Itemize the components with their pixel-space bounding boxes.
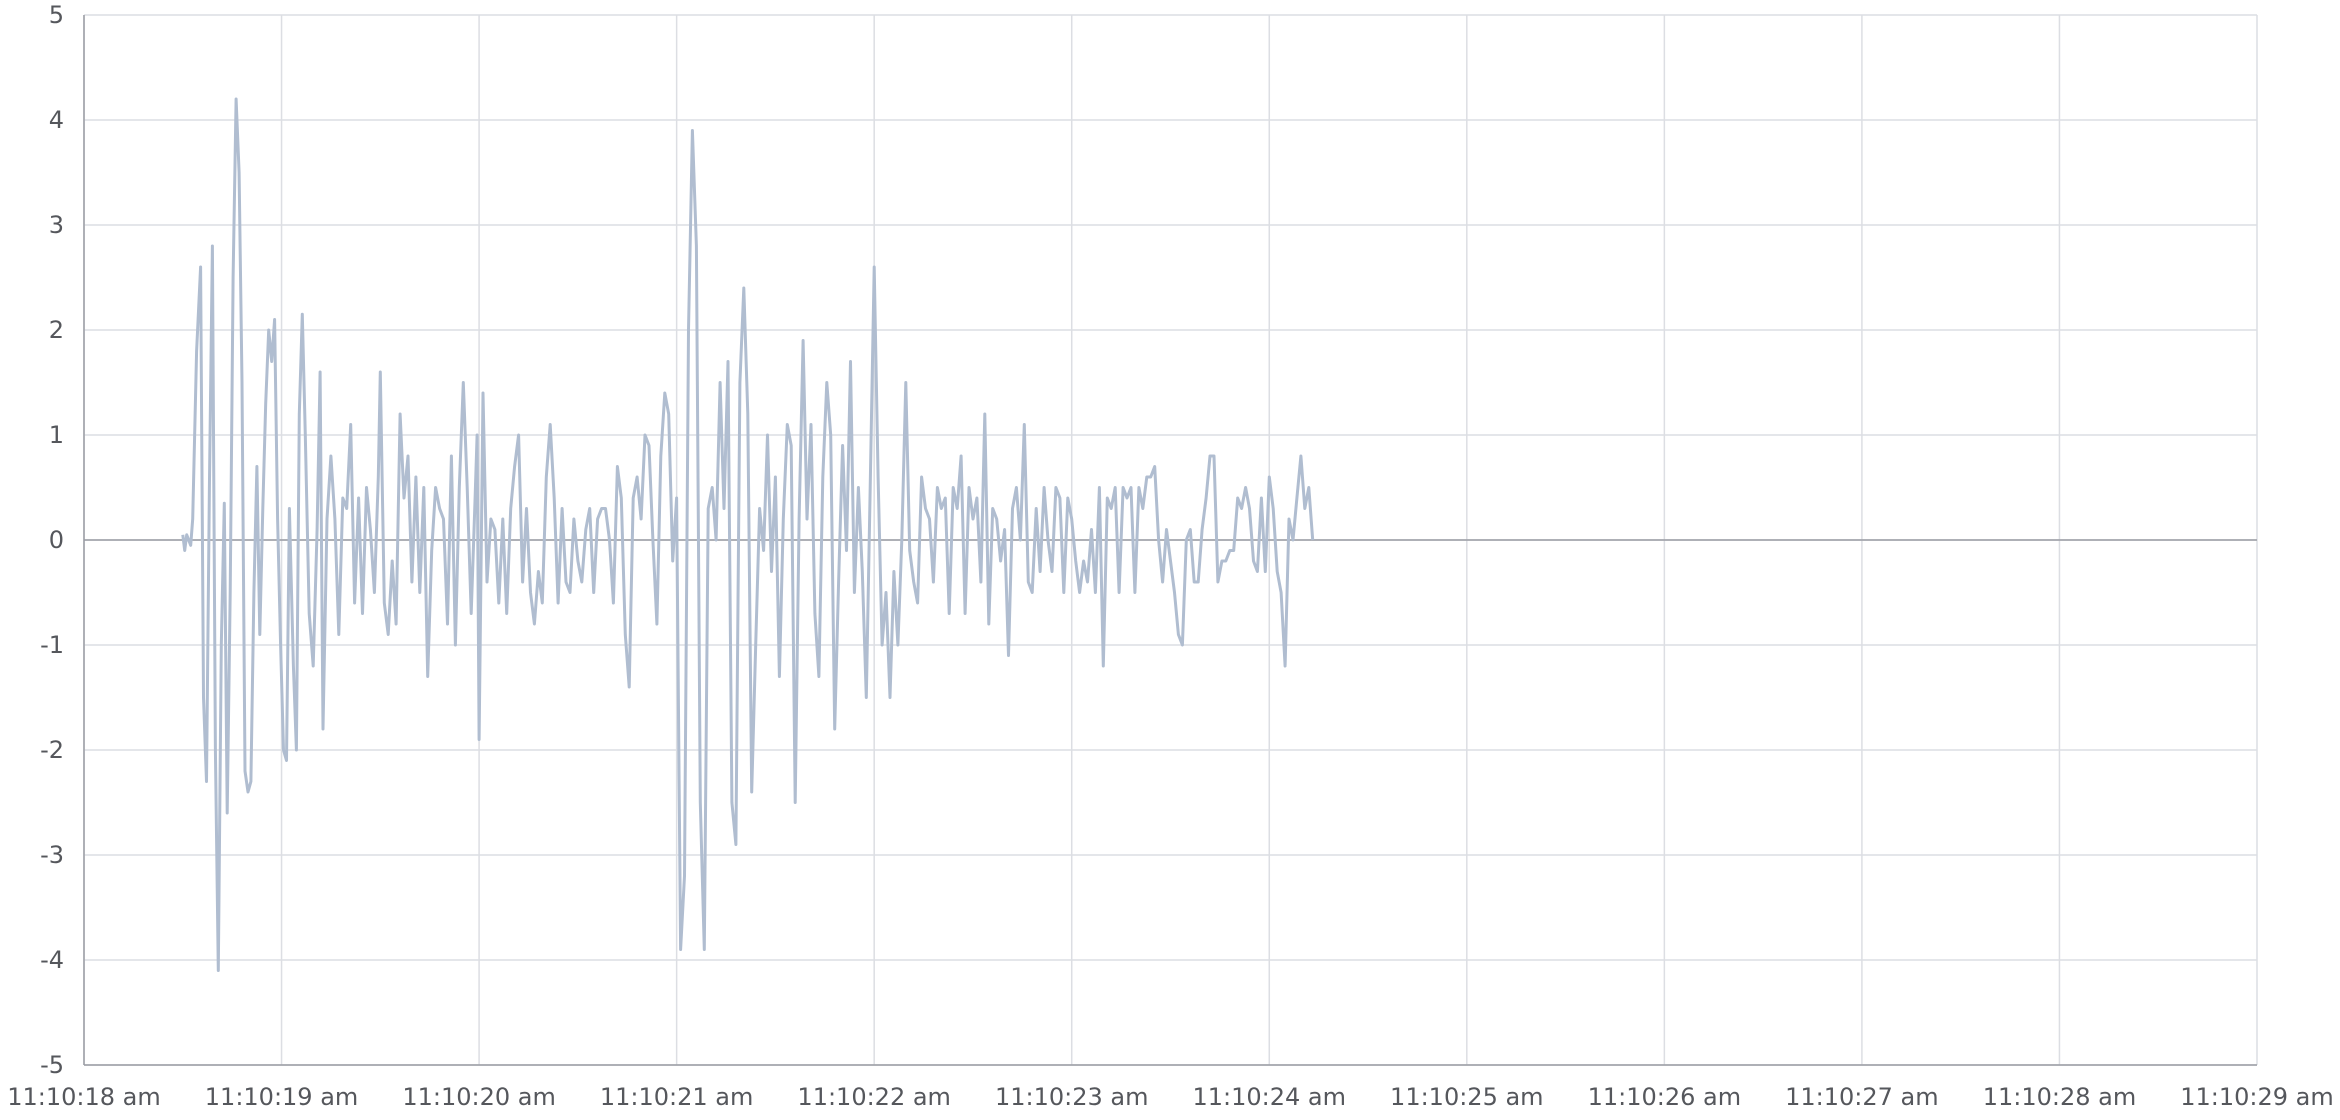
x-tick-label: 11:10:28 am [1983,1083,2137,1111]
x-tick-label: 11:10:26 am [1588,1083,1742,1111]
y-tick-label: 2 [49,316,64,344]
x-tick-label: 11:10:27 am [1785,1083,1939,1111]
y-tick-label: -5 [40,1051,64,1079]
x-tick-label: 11:10:21 am [600,1083,754,1111]
x-tick-label: 11:10:18 am [7,1083,161,1111]
x-tick-label: 11:10:19 am [205,1083,359,1111]
x-tick-labels: 11:10:18 am 11:10:19 am 11:10:20 am 11:10:2… [7,1083,2334,1111]
y-tick-label: -2 [40,736,64,764]
y-tick-label: 5 [49,1,64,29]
y-tick-label: 3 [49,211,64,239]
x-tick-label: 11:10:23 am [995,1083,1149,1111]
y-tick-label: 1 [49,421,64,449]
y-tick-labels: 5 4 3 2 1 0 -1 -2 -3 -4 -5 [40,1,64,1079]
y-tick-label: -1 [40,631,64,659]
x-tick-label: 11:10:25 am [1390,1083,1544,1111]
x-tick-label: 11:10:24 am [1193,1083,1347,1111]
x-tick-label: 11:10:22 am [797,1083,951,1111]
y-tick-label: 4 [49,106,64,134]
y-tick-label: -4 [40,946,64,974]
y-tick-label: -3 [40,841,64,869]
y-tick-label: 0 [49,526,64,554]
x-tick-label: 11:10:20 am [402,1083,556,1111]
series-line [181,97,1315,972]
x-tick-label: 11:10:29 am [2180,1083,2334,1111]
